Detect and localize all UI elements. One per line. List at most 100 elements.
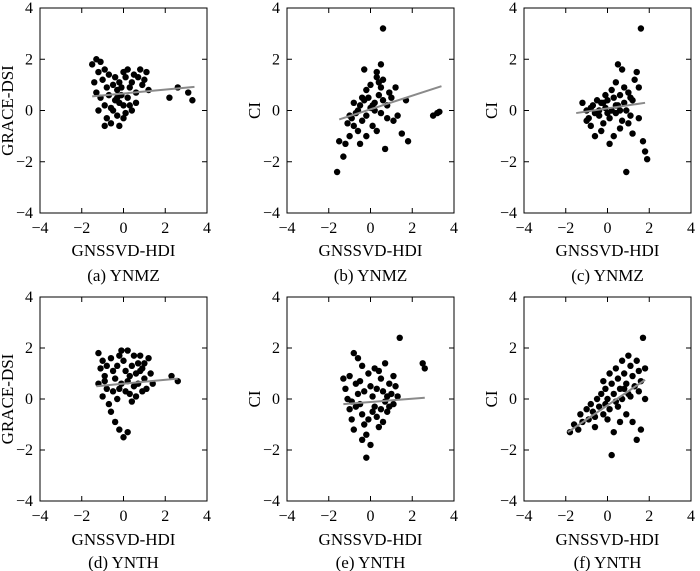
data-point [618, 357, 626, 364]
data-point [101, 372, 108, 380]
data-point [429, 112, 437, 119]
y-axis-label: GRACE-DSI [0, 353, 17, 444]
data-point [386, 380, 393, 387]
y-tick-label: 2 [272, 51, 280, 68]
data-point [606, 140, 613, 148]
data-point [625, 89, 632, 96]
data-point [109, 388, 117, 395]
data-point [88, 61, 96, 68]
data-point [392, 383, 399, 390]
data-point [379, 388, 387, 395]
data-point [404, 138, 412, 145]
data-point [606, 114, 613, 122]
data-point [141, 76, 148, 83]
fit-line [96, 377, 178, 388]
data-point [116, 352, 123, 359]
data-point [342, 385, 349, 392]
data-point [350, 99, 357, 107]
y-tick-label: 2 [25, 51, 33, 68]
data-point [107, 408, 115, 415]
data-point [101, 377, 108, 385]
data-point [635, 84, 643, 91]
x-tick-label: 4 [450, 220, 458, 237]
y-tick-label: 0 [272, 103, 280, 120]
x-axis-label: GNSSVD-HDI [556, 530, 660, 549]
data-point [369, 393, 376, 400]
data-point [629, 418, 636, 426]
x-tick-label: 0 [604, 220, 612, 237]
data-point [381, 360, 389, 367]
data-point [388, 94, 395, 101]
data-point [107, 104, 115, 112]
data-point [141, 360, 148, 367]
data-point [356, 102, 364, 109]
panel-2: −4−4 −2 −2 0 0 2 2 4 4 GNSSVD-HDI CI (b) YNMZ [245, 0, 458, 285]
x-tick-label: −4 [31, 508, 48, 525]
y-tick-label: −4 [16, 205, 33, 222]
data-point [618, 66, 626, 73]
y-tick-label: 0 [509, 103, 517, 120]
data-point [367, 81, 374, 89]
plot-frame [39, 296, 208, 502]
data-point [340, 375, 347, 382]
y-tick-label: −4 [500, 493, 517, 510]
data-point [384, 408, 391, 415]
fit-line [338, 85, 442, 121]
y-tick-label: 4 [272, 289, 280, 306]
data-point [600, 377, 607, 385]
x-tick-label: 4 [450, 508, 458, 525]
data-point [185, 89, 192, 96]
y-tick-label: −4 [263, 205, 280, 222]
data-point [99, 393, 106, 400]
data-point [346, 372, 353, 380]
x-tick-label: 0 [367, 220, 375, 237]
data-point [610, 94, 617, 101]
data-point [143, 68, 150, 76]
data-point [608, 380, 615, 387]
data-point [627, 362, 634, 370]
data-point [101, 122, 108, 130]
data-point [637, 426, 645, 433]
data-point [354, 127, 362, 135]
data-point [575, 426, 582, 433]
data-point [373, 385, 380, 392]
y-tick-label: 4 [509, 0, 517, 17]
x-tick-label: 4 [203, 220, 211, 237]
data-point [118, 347, 125, 354]
data-point [394, 393, 401, 400]
data-point [381, 145, 389, 153]
data-point [643, 155, 651, 163]
y-tick-label: −4 [500, 205, 517, 222]
data-point [354, 390, 362, 398]
data-point [614, 375, 622, 382]
data-point [635, 367, 643, 375]
data-point [390, 372, 397, 380]
data-point [614, 403, 622, 410]
data-point [392, 84, 399, 91]
y-tick-label: −2 [263, 154, 280, 171]
data-point [120, 114, 127, 122]
y-tick-label: −4 [263, 493, 280, 510]
y-tick-label: 2 [509, 51, 517, 68]
data-point [356, 377, 364, 385]
data-point [621, 385, 628, 392]
plot-frame [39, 7, 208, 214]
data-point [616, 418, 624, 426]
x-tick-label: 2 [408, 508, 416, 525]
data-point [627, 393, 634, 400]
data-point [598, 390, 605, 398]
data-point [633, 436, 640, 443]
x-tick-label: 0 [120, 220, 128, 237]
data-point [97, 365, 104, 372]
x-tick-label: −2 [73, 220, 90, 237]
data-point [614, 61, 622, 68]
data-point [103, 362, 111, 370]
data-point [367, 383, 374, 390]
x-axis-label: GNSSVD-HDI [556, 241, 660, 260]
data-point [610, 428, 617, 436]
data-point [361, 421, 368, 428]
y-axis-label: CI [482, 390, 501, 407]
data-point [147, 370, 154, 377]
fit-line [92, 85, 195, 98]
data-point [358, 411, 366, 418]
